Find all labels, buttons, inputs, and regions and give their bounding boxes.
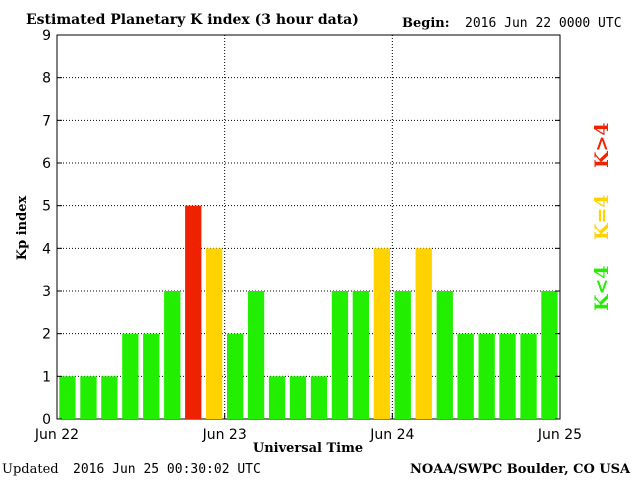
kp-bar [185, 205, 202, 419]
kp-bar [80, 376, 97, 419]
kp-bar [101, 376, 118, 419]
y-tick-label: 8 [42, 71, 51, 87]
kp-bar [436, 291, 453, 419]
y-tick-label: 4 [42, 241, 51, 257]
begin-value: 2016 Jun 22 0000 UTC [465, 16, 622, 31]
updated-label: Updated [2, 462, 59, 477]
x-axis-title: Universal Time [253, 441, 363, 456]
kp-bar [59, 376, 76, 419]
kp-bar [415, 248, 432, 419]
y-tick-label: 7 [42, 113, 51, 129]
kp-bar [227, 333, 244, 419]
x-tick-label: Jun 23 [202, 427, 247, 443]
y-tick-label: 9 [42, 28, 51, 44]
updated-value: 2016 Jun 25 00:30:02 UTC [73, 462, 261, 477]
kp-bar [143, 333, 160, 419]
kp-bar [478, 333, 495, 419]
y-tick-label: 6 [42, 156, 51, 172]
legend-high: K>4 [591, 122, 613, 168]
kp-bar [457, 333, 474, 419]
y-axis-title: Kp index [15, 196, 30, 261]
kp-bar [310, 376, 328, 419]
legend-mid: K=4 [591, 194, 613, 240]
legend-low: K<4 [591, 265, 613, 311]
kp-bar [541, 291, 558, 419]
begin-label: Begin: [402, 16, 450, 31]
plot-area [56, 34, 561, 420]
y-tick-label: 0 [42, 412, 51, 428]
kp-bar [289, 376, 307, 419]
grid-lines [57, 35, 560, 419]
y-tick-label: 5 [42, 199, 51, 215]
kp-bar [499, 333, 516, 419]
kp-bar [206, 248, 223, 419]
kp-bar [247, 291, 265, 419]
y-tick-label: 1 [42, 369, 51, 385]
x-tick-label: Jun 22 [34, 427, 79, 443]
chart-title: Estimated Planetary K index (3 hour data… [26, 12, 359, 28]
kp-bar [268, 376, 286, 419]
y-tick-label: 2 [42, 327, 51, 343]
kp-bar [394, 291, 411, 419]
source-credit: NOAA/SWPC Boulder, CO USA [410, 462, 631, 477]
kp-bar [520, 333, 537, 419]
kp-bar [164, 291, 181, 419]
kp-bar [122, 333, 139, 419]
x-axis: Jun 22 Jun 23 Jun 24 Jun 25 [34, 413, 582, 443]
y-axis: 0 1 2 3 4 5 6 7 8 9 [42, 28, 560, 428]
x-tick-label: Jun 24 [369, 427, 414, 443]
x-tick-label: Jun 25 [537, 427, 582, 443]
y-tick-label: 3 [42, 284, 51, 300]
kp-bar [331, 291, 349, 419]
kp-bar [352, 291, 369, 419]
kp-bar [373, 248, 390, 419]
bar-series [59, 205, 558, 419]
